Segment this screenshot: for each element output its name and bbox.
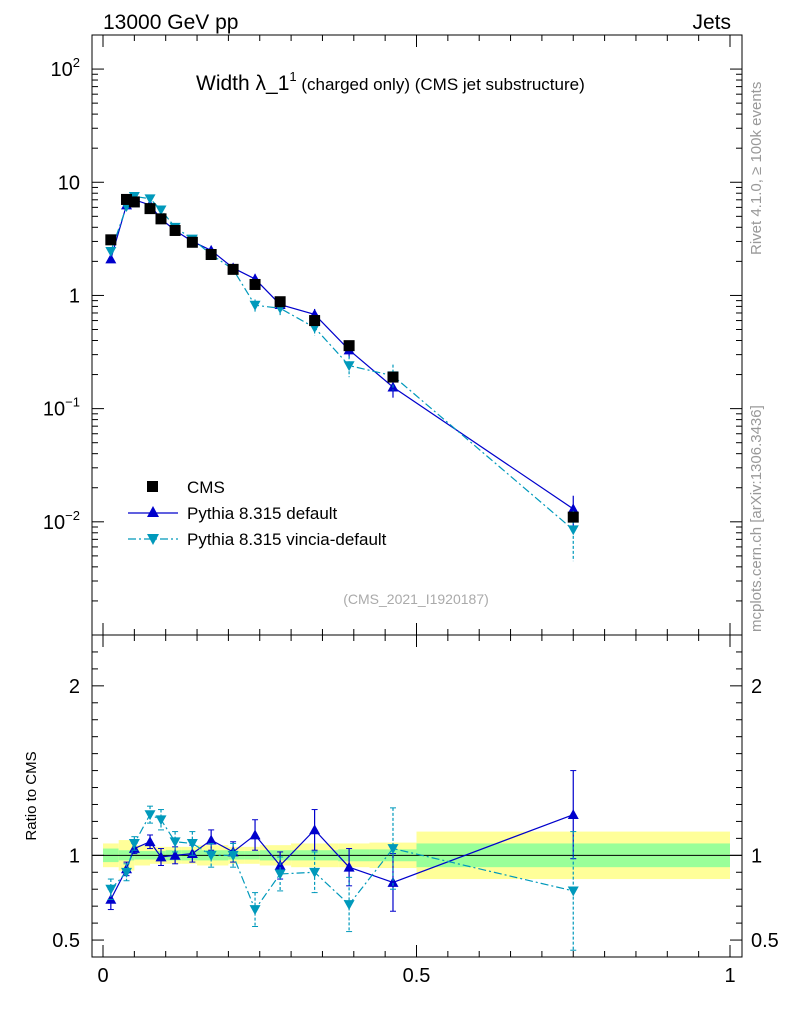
main-panel: 10−2 10−1 1 10 102 Width λ_11 (charged only)… [43,34,743,636]
cms-point [121,193,133,205]
vincia-point [155,205,167,216]
legend: CMS Pythia 8.315 default Pythia 8.315 vi… [128,478,387,549]
rivet-label: Rivet 4.1.0, ≥ 100k events [748,82,765,255]
ratio-frame [91,634,743,958]
vincia-point [144,194,156,205]
vincia-ratio-point [249,905,261,916]
vincia-ratio-point [155,815,167,826]
cms-point [155,213,167,225]
default-ratio-point [249,829,261,840]
default-ratio-point [144,836,156,847]
default-ratio-point [567,809,579,820]
ratio-ytick-label-right: 2 [751,676,762,698]
default-ratio-point [343,861,355,872]
vincia-ratio-point [169,837,181,848]
main-ytick-label: 10 [58,172,80,194]
vincia-ratio-point [343,900,355,910]
default-ratio-point [205,834,217,845]
cms-point [274,296,286,308]
default-ratio-point [105,893,117,904]
default-ratio-point [387,876,399,887]
main-ytick-label: 10−1 [43,395,80,421]
legend-cms-marker [147,481,158,492]
xtick-label: 0 [97,965,108,987]
ratio-ytick-label: 1 [69,845,80,867]
analysis-id: (CMS_2021_I1920187) [343,591,489,607]
cms-point [227,263,239,275]
vincia-ratio-point [387,844,399,855]
ratio-panel: 0 0.5 1 0.5 0.5 1 1 2 2 Ratio to CMS [23,634,779,987]
cms-point [128,196,140,208]
vincia-ratio-point [274,869,286,880]
ratio-ytick-label: 0.5 [52,930,80,952]
vincia-ratio-point [227,850,239,861]
vincia-ratio-point [567,886,579,897]
xtick-label: 1 [724,965,735,987]
ratio-ytick-label: 2 [69,676,80,698]
vincia-line [110,195,574,531]
legend-cms-label: CMS [187,478,225,497]
vincia-point [343,361,355,372]
vincia-ratio-point [105,884,117,895]
chart-title: Width λ_11 (charged only) (CMS jet subst… [196,69,585,95]
default-point [105,253,117,264]
mcplots-label: mcplots.cern.ch [arXiv:1306.3436] [748,405,765,632]
ratio-ylabel: Ratio to CMS [23,751,40,840]
header-left: 13000 GeV pp [103,11,238,34]
cms-point [343,340,355,352]
main-ytick-label: 102 [51,55,80,81]
cms-point [567,511,579,523]
cms-point [205,249,217,261]
cms-point [186,236,198,248]
default-ratio-point [169,849,181,860]
vincia-ratio-point [121,867,133,878]
default-ratio-point [309,824,321,835]
cms-point [144,203,156,215]
vincia-point [249,300,261,311]
main-ytick-label: 10−2 [43,508,80,534]
main-ytick-label: 1 [69,285,80,307]
cms-point [249,278,261,290]
ratio-ytick-label-right: 1 [751,845,762,867]
vincia-ratio-point [128,839,140,849]
cms-point [387,371,399,383]
legend-vincia-label: Pythia 8.315 vincia-default [187,530,387,549]
default-ratio-point [155,851,167,862]
legend-default-label: Pythia 8.315 default [187,504,338,523]
xtick-label: 0.5 [403,965,431,987]
ratio-ytick-label-right: 0.5 [751,930,779,952]
default-line [110,199,574,510]
cms-point [169,224,181,236]
vincia-ratio-point [309,867,321,878]
legend-default-marker [147,506,159,517]
legend-vincia-marker [147,534,159,545]
vincia-ratio-point [144,810,156,821]
vincia-ratio-point [186,839,198,849]
cms-point [309,315,321,327]
cms-point [105,234,117,246]
default-point [567,503,579,514]
header-right: Jets [692,11,731,34]
vincia-point [567,525,579,536]
vincia-point [105,246,117,257]
vincia-ratio-point [205,850,217,861]
